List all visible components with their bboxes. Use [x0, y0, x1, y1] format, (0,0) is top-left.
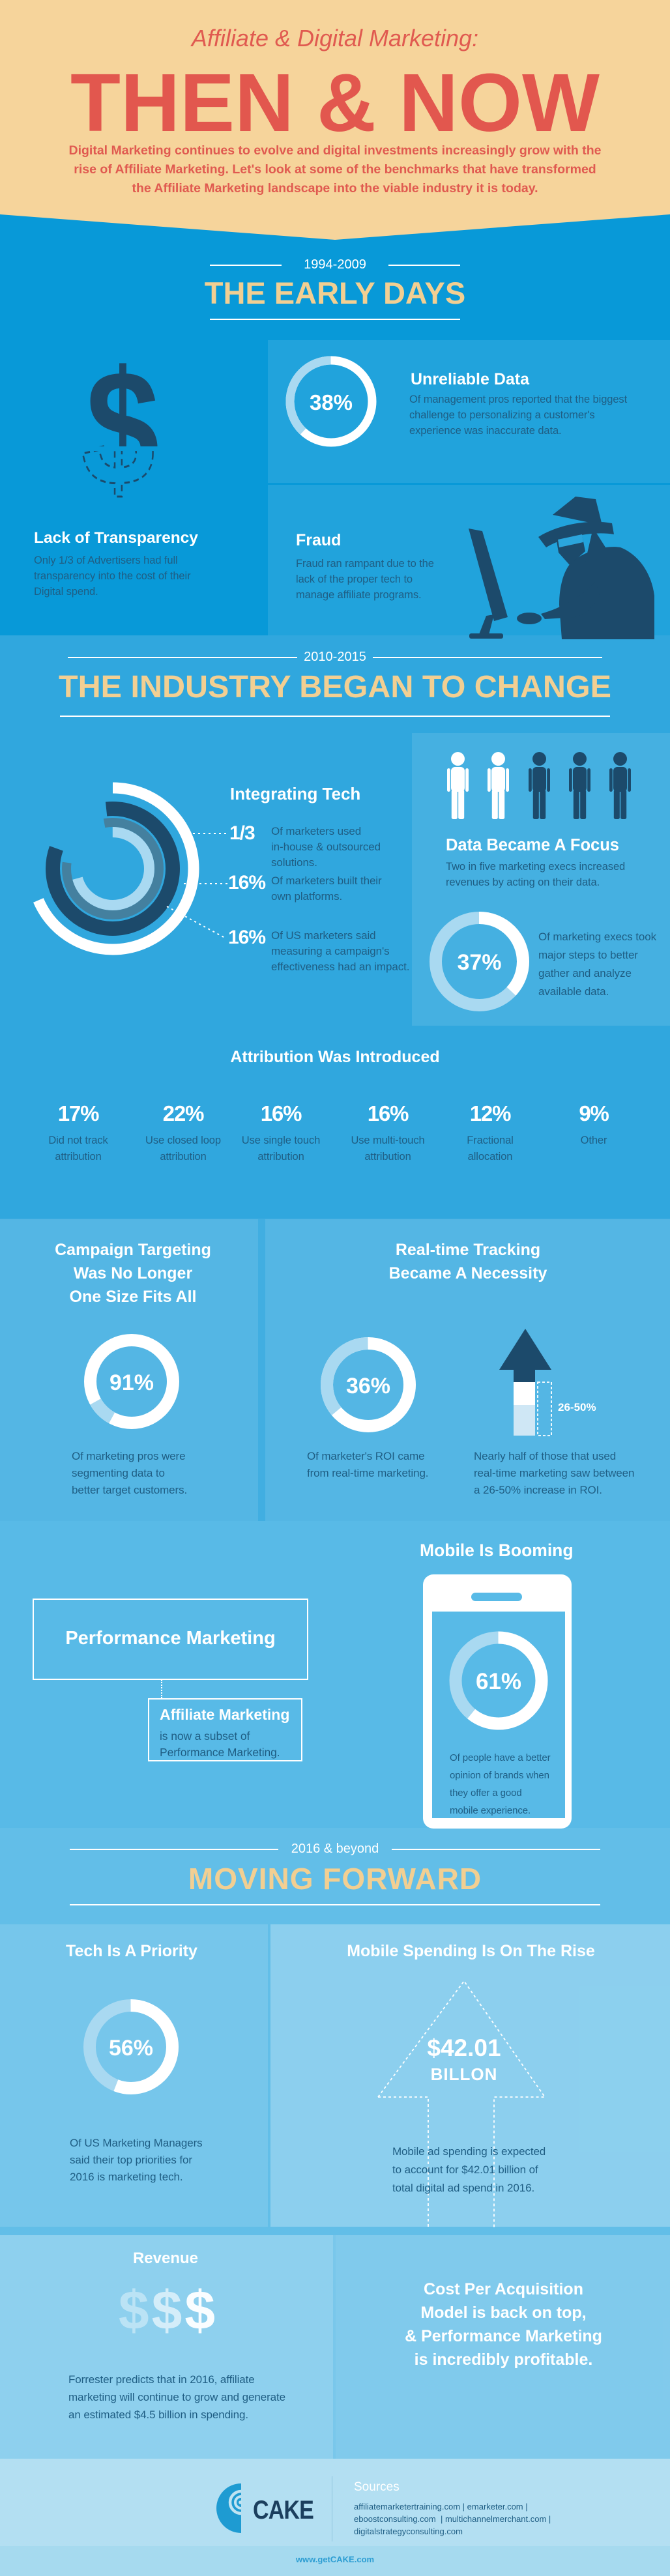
svg-text:36%: 36% — [346, 1374, 390, 1398]
svg-text:37%: 37% — [457, 950, 501, 975]
svg-text:38%: 38% — [310, 390, 353, 414]
svg-text:91%: 91% — [109, 1370, 154, 1395]
svg-text:$: $ — [81, 352, 154, 508]
svg-text:56%: 56% — [109, 2036, 153, 2061]
svg-text:$: $ — [85, 352, 159, 508]
svg-text:61%: 61% — [476, 1669, 521, 1694]
